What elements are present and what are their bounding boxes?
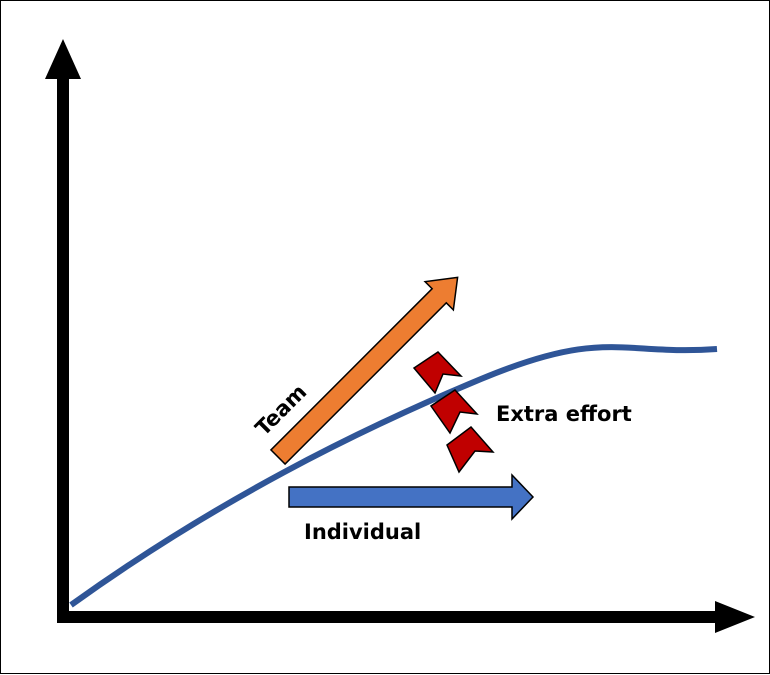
extra-effort-chevrons (412, 351, 495, 474)
individual-arrow (288, 473, 535, 521)
individual-label: Individual (304, 520, 421, 544)
y-axis-arrowhead (45, 39, 81, 79)
extra-effort-label: Extra effort (496, 402, 632, 426)
chevron-icon (429, 389, 479, 435)
x-axis-arrowhead (715, 601, 755, 633)
chevron-icon (446, 425, 495, 474)
growth-curve (69, 344, 718, 608)
team-arrow-shape (269, 276, 459, 466)
team-arrow (269, 276, 459, 466)
axes (45, 39, 755, 633)
chevron-icon (412, 351, 463, 395)
